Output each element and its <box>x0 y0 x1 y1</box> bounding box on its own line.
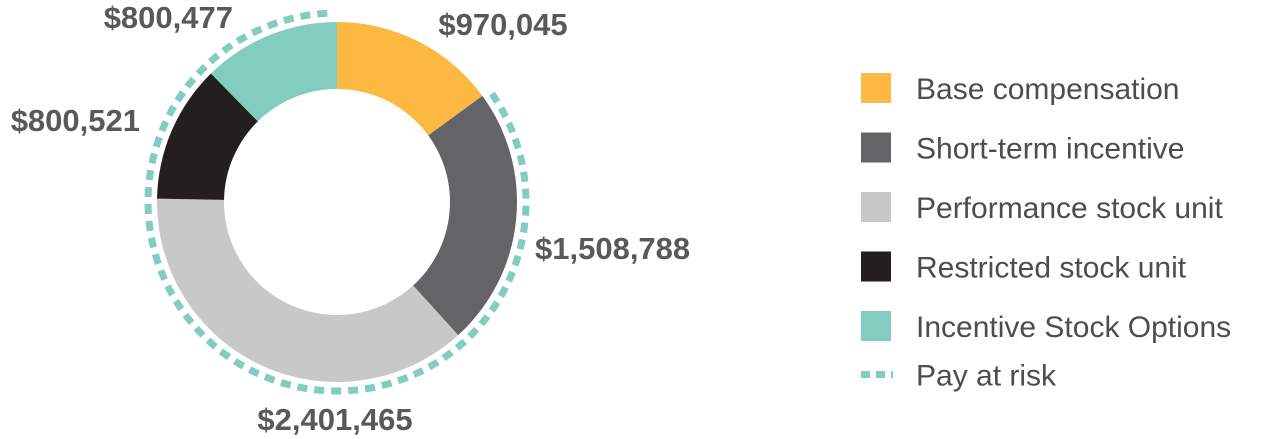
value-label-short-term-incentive: $1,508,788 <box>535 231 690 266</box>
legend-label-base-compensation: Base compensation <box>916 73 1180 106</box>
legend-label-restricted-stock-unit: Restricted stock unit <box>916 252 1187 285</box>
legend-swatch-incentive-stock-options <box>861 311 891 341</box>
legend: Base compensation Short-term incentive Per… <box>861 73 1231 393</box>
slice-short-term-incentive <box>413 95 517 336</box>
value-label-restricted-stock-unit: $800,521 <box>11 103 140 138</box>
slice-base-compensation <box>337 22 483 136</box>
legend-swatch-base-compensation <box>861 73 891 103</box>
value-label-performance-stock-unit: $2,401,465 <box>257 402 412 437</box>
value-label-incentive-stock-options: $800,477 <box>104 0 233 35</box>
legend-swatch-short-term-incentive <box>861 132 891 163</box>
legend-swatch-restricted-stock-unit <box>861 251 891 282</box>
legend-label-short-term-incentive: Short-term incentive <box>916 133 1184 166</box>
slice-value-labels: $970,045 $1,508,788 $2,401,465 $800,521 $800… <box>11 0 690 437</box>
value-label-base-compensation: $970,045 <box>438 7 567 42</box>
pay-at-risk-arc <box>144 9 530 395</box>
donut-slices <box>157 21 517 383</box>
pay-at-risk-arc-group <box>144 9 530 395</box>
legend-label-incentive-stock-options: Incentive Stock Options <box>916 311 1231 344</box>
legend-swatch-performance-stock-unit <box>861 192 891 222</box>
slice-restricted-stock-unit <box>157 73 258 200</box>
slice-incentive-stock-options <box>210 21 337 122</box>
slice-performance-stock-unit <box>157 198 459 383</box>
legend-label-pay-at-risk: Pay at risk <box>916 360 1057 393</box>
legend-label-performance-stock-unit: Performance stock unit <box>916 192 1223 225</box>
